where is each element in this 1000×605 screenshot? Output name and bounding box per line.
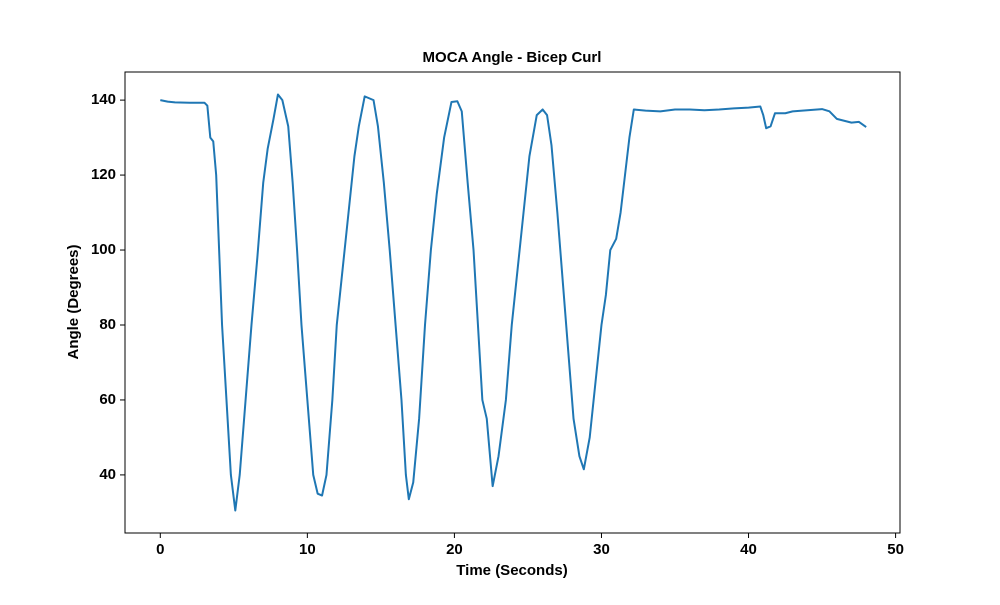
y-tick-label: 120 (91, 166, 116, 183)
x-tick-label: 0 (156, 541, 164, 558)
x-tick-label: 20 (446, 541, 463, 558)
x-axis-label: Time (Seconds) (456, 562, 567, 579)
y-tick-label: 40 (99, 466, 116, 483)
x-tick-label: 30 (593, 541, 610, 558)
x-tick-label: 40 (740, 541, 757, 558)
data-line (160, 93, 867, 512)
y-tick-label: 140 (91, 91, 116, 108)
y-tick-label: 80 (99, 316, 116, 333)
y-tick-label: 60 (99, 391, 116, 408)
x-tick-label: 50 (887, 541, 904, 558)
y-axis-label: Angle (Degrees) (65, 244, 82, 359)
chart-title: MOCA Angle - Bicep Curl (423, 49, 602, 66)
x-tick-label: 10 (299, 541, 316, 558)
y-tick-label: 100 (91, 241, 116, 258)
plot-frame (124, 71, 901, 534)
